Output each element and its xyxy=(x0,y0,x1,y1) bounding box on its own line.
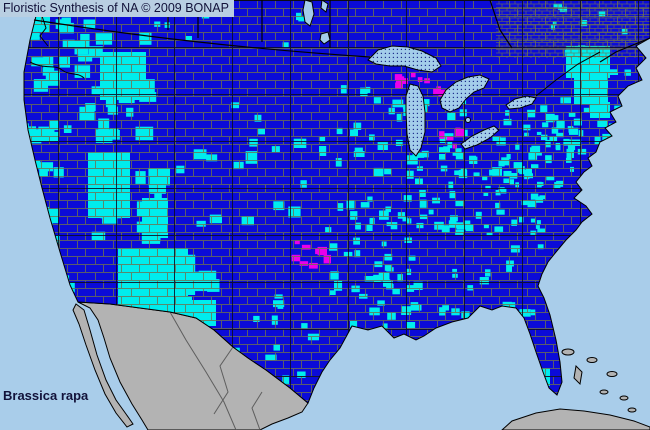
lake-ontario xyxy=(505,95,537,110)
cuba-bahamas xyxy=(501,348,650,430)
baja-peninsula xyxy=(72,303,134,428)
bahama-island xyxy=(561,348,575,356)
lake-nipigon xyxy=(319,31,331,45)
mexico-state-borders xyxy=(169,311,263,430)
lake-manitoba xyxy=(320,0,329,13)
great-lakes xyxy=(367,45,537,157)
lake-superior xyxy=(367,45,442,73)
columbia-river xyxy=(29,61,85,79)
lake-michigan xyxy=(405,83,426,157)
map-title: Floristic Synthesis of NA © 2009 BONAP xyxy=(0,0,234,17)
maine-newbrunswick-border xyxy=(599,37,650,63)
bahama-island xyxy=(599,389,609,395)
bahama-island xyxy=(627,407,637,413)
lake-huron xyxy=(439,74,490,113)
canadian-lakes xyxy=(302,0,471,123)
bahama-island xyxy=(619,395,629,401)
lake-erie xyxy=(460,125,500,150)
species-name-label: Brassica rapa xyxy=(3,388,89,403)
bahama-island xyxy=(586,357,598,363)
puget-sound xyxy=(39,15,49,47)
rivers xyxy=(29,15,601,97)
cuba xyxy=(501,408,650,430)
bahama-island xyxy=(606,371,618,377)
us-canada-border xyxy=(33,19,371,58)
andros-island xyxy=(573,364,583,386)
lake-st-clair xyxy=(465,117,471,123)
st-lawrence-river xyxy=(535,51,601,97)
lake-winnipeg xyxy=(302,0,315,27)
